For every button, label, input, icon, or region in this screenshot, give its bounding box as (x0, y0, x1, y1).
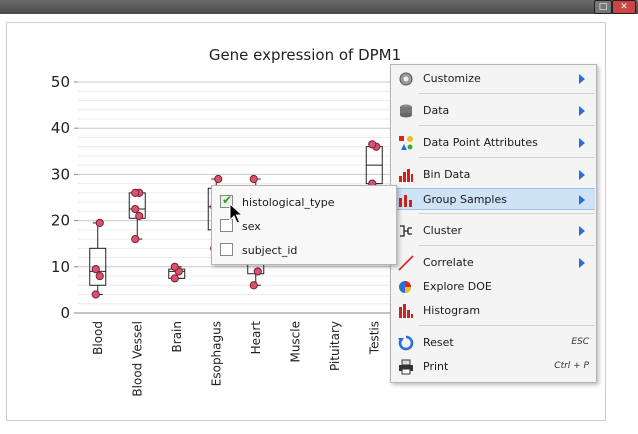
submenu-item-sex[interactable]: sex (216, 216, 392, 236)
menu-separator (419, 157, 595, 158)
data-point (91, 290, 100, 299)
data-point (249, 281, 258, 290)
box (89, 247, 107, 286)
data-point (368, 140, 377, 149)
y-tick-label: 20 (51, 212, 70, 230)
menu-item-data-point-attributes[interactable]: Data Point Attributes (392, 132, 595, 154)
maximize-button[interactable]: □ (594, 0, 612, 14)
menu-item-label: Data (423, 104, 450, 117)
cluster-icon (400, 225, 412, 237)
data-point (131, 204, 140, 214)
menu-item-label: Group Samples (423, 193, 507, 206)
correlate-icon (398, 255, 414, 271)
window-titlebar: □ ✕ (0, 0, 638, 14)
menu-item-label: Print (423, 360, 449, 373)
context-menu: Customize Data Data Point Attributes Bin… (390, 64, 597, 383)
submenu-item-label: sex (242, 220, 261, 233)
data-point (170, 274, 179, 283)
y-tick-label: 50 (51, 73, 70, 91)
reset-icon (398, 335, 414, 351)
menu-item-reset[interactable]: Reset ESC (392, 332, 595, 354)
doe-icon (399, 281, 411, 293)
data-point (214, 174, 223, 184)
mouse-cursor-icon (229, 203, 243, 224)
x-tick-label: Blood (91, 321, 105, 355)
menu-separator (419, 245, 595, 246)
data-point (170, 262, 179, 271)
menu-item-label: Customize (423, 72, 481, 85)
printer-icon (399, 359, 413, 375)
histogram-icon (399, 304, 413, 318)
menu-item-explore-doe[interactable]: Explore DOE (392, 276, 595, 298)
menu-separator (419, 93, 595, 94)
menu-separator (419, 325, 595, 326)
menu-item-label: Explore DOE (423, 280, 492, 293)
submenu-item-label: subject_id (242, 244, 298, 257)
submenu-item-subject-id[interactable]: subject_id (216, 240, 392, 260)
menu-item-print[interactable]: Print Ctrl + P (392, 356, 595, 378)
submenu-arrow-icon (579, 138, 585, 148)
data-point (253, 267, 262, 276)
menu-item-label: Correlate (423, 256, 474, 269)
submenu-arrow-icon (579, 195, 585, 205)
close-button[interactable]: ✕ (612, 0, 636, 14)
submenu-arrow-icon (579, 226, 585, 236)
shortcut-label: ESC (571, 337, 589, 347)
menu-item-label: Data Point Attributes (423, 136, 538, 149)
x-tick-label: Pituitary (328, 321, 342, 371)
menu-separator (419, 125, 595, 126)
submenu-item-label: histological_type (242, 196, 335, 209)
data-point (95, 218, 104, 228)
attributes-icon (399, 136, 413, 150)
y-tick-label: 30 (51, 165, 70, 183)
menu-item-histogram[interactable]: Histogram (392, 300, 595, 322)
check-icon: ✔ (222, 193, 233, 207)
checkbox[interactable] (220, 219, 233, 232)
menu-item-label: Cluster (423, 224, 463, 237)
menu-separator (419, 213, 595, 214)
x-tick-label: Blood Vessel (130, 321, 144, 397)
x-tick-label: Esophagus (209, 321, 223, 386)
submenu-arrow-icon (579, 106, 585, 116)
menu-item-bin-data[interactable]: Bin Data (392, 164, 595, 186)
menu-item-label: Histogram (423, 304, 481, 317)
data-point (95, 271, 104, 281)
database-icon (400, 104, 412, 118)
submenu-arrow-icon (579, 74, 585, 84)
y-tick-label: 10 (51, 258, 70, 276)
menu-item-cluster[interactable]: Cluster (392, 220, 595, 242)
submenu-arrow-icon (579, 170, 585, 180)
gear-icon (399, 72, 413, 86)
data-point (131, 188, 140, 197)
y-tick-label: 40 (51, 119, 70, 137)
menu-item-group-samples[interactable]: Group Samples (392, 188, 595, 210)
menu-item-label: Reset (423, 336, 454, 349)
group-samples-submenu: ✔ histological_type sex subject_id (211, 185, 397, 265)
group-icon (399, 195, 412, 207)
data-point (131, 234, 140, 244)
x-tick-label: Muscle (288, 321, 302, 363)
data-point (249, 174, 258, 184)
menu-item-label: Bin Data (423, 168, 471, 181)
x-tick-label: Testis (367, 321, 381, 355)
submenu-arrow-icon (579, 258, 585, 268)
x-tick-label: Brain (170, 321, 184, 352)
bin-icon (399, 169, 413, 182)
y-tick-label: 0 (60, 304, 70, 322)
chart-title: Gene expression of DPM1 (208, 46, 402, 64)
menu-item-customize[interactable]: Customize (392, 68, 595, 90)
shortcut-label: Ctrl + P (554, 361, 589, 371)
checkbox[interactable] (220, 243, 233, 256)
data-point (135, 211, 144, 221)
menu-item-data[interactable]: Data (392, 100, 595, 122)
menu-item-correlate[interactable]: Correlate (392, 252, 595, 274)
data-point (91, 265, 100, 274)
x-tick-label: Heart (249, 321, 263, 355)
